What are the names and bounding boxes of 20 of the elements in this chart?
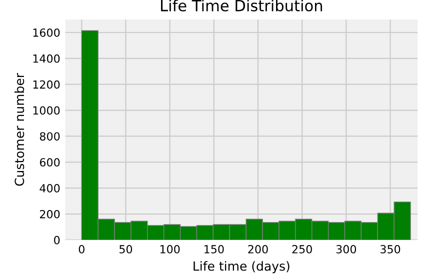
y-tick-label: 800: [40, 132, 60, 141]
x-tick-label: 150: [204, 244, 224, 254]
x-tick-label: 250: [292, 244, 312, 254]
y-tick-label: 200: [40, 210, 60, 218]
x-tick-label: 0: [78, 244, 84, 254]
y-tick-label: 0: [54, 236, 60, 244]
y-axis-title: Customer number: [14, 72, 24, 186]
y-tick-label: 1200: [33, 80, 60, 89]
y-tick-label: 1600: [33, 28, 60, 37]
x-tick-label: 200: [248, 244, 268, 254]
x-tick-label: 100: [160, 244, 180, 254]
x-tick-label: 350: [380, 244, 400, 254]
y-tick-label: 1400: [33, 54, 60, 63]
y-tick-label: 400: [40, 184, 60, 192]
x-tick-label: 300: [336, 244, 356, 254]
x-axis-title: Life time (days): [194, 261, 290, 274]
x-tick-label: 50: [120, 244, 132, 254]
y-tick-label: 600: [40, 158, 60, 167]
chart-title: Life Time Distribution: [161, 0, 322, 12]
y-tick-label: 1000: [33, 106, 60, 115]
